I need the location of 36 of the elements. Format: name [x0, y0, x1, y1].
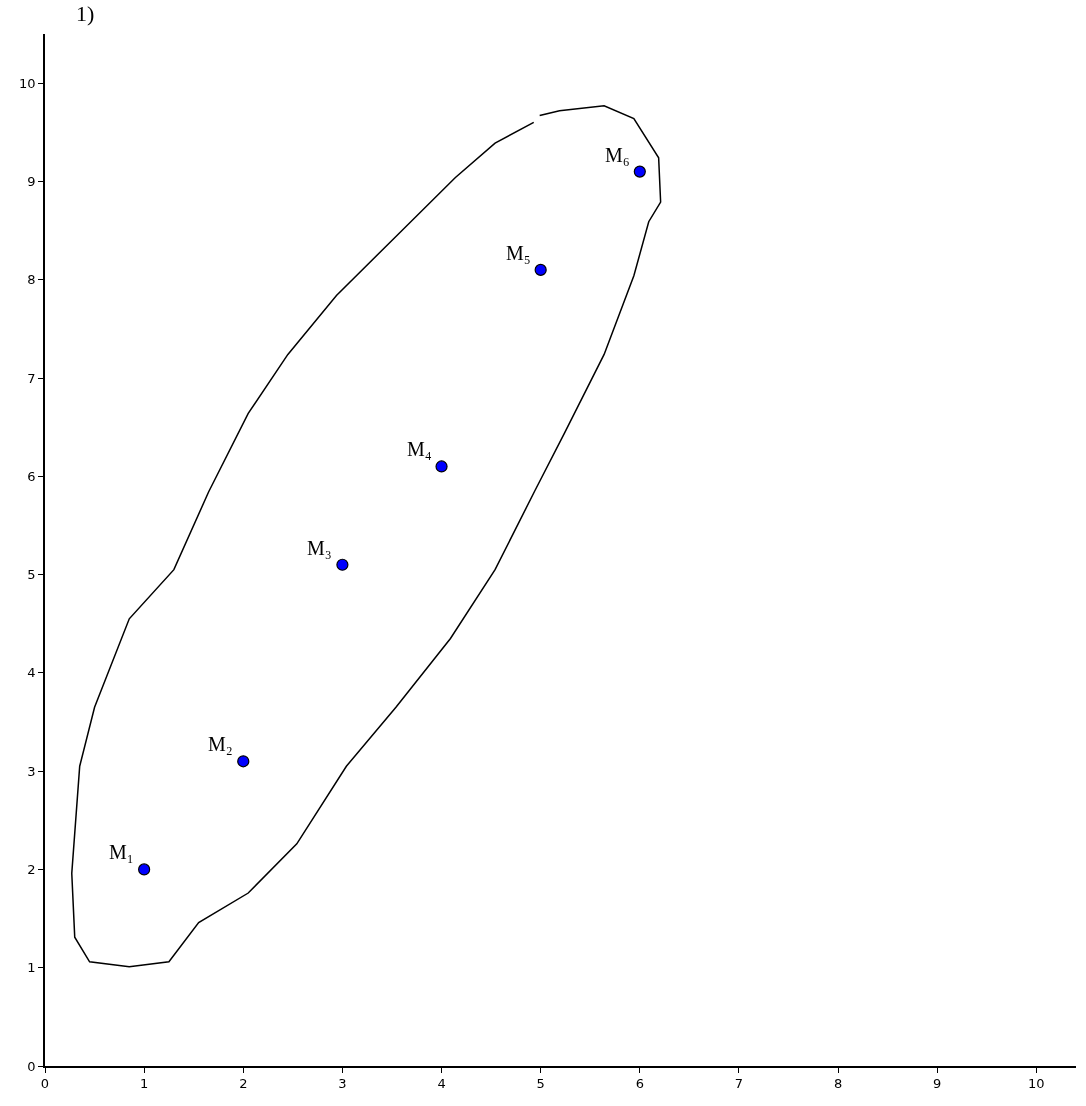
annotation: M₁ — [109, 841, 134, 863]
annotation: M₄ — [407, 438, 432, 460]
annotation: M₆ — [605, 144, 630, 166]
y-tick-label: 6 — [27, 468, 36, 484]
x-tick-label: 7 — [734, 1076, 744, 1092]
x-tick-label: 6 — [635, 1076, 644, 1092]
y-tick-label: 0 — [27, 1058, 36, 1074]
x-tick-label: 9 — [933, 1076, 942, 1092]
annotation: M₃ — [307, 537, 332, 559]
x-tick-label: 5 — [536, 1076, 545, 1092]
point — [633, 165, 646, 178]
y-tick-label: 9 — [27, 173, 36, 189]
y-tick-label: 1 — [27, 960, 36, 976]
point — [435, 460, 448, 473]
x-tick-label: 0 — [40, 1076, 50, 1092]
y-tick-label: 10 — [19, 75, 36, 91]
y-tick-label: 5 — [27, 567, 36, 583]
x-tick-label: 8 — [833, 1076, 843, 1092]
x-tick-label: 10 — [1028, 1076, 1045, 1092]
x-tick-label: 2 — [239, 1076, 248, 1092]
chart-title: 1) — [76, 0, 95, 26]
x-tick-label: 1 — [139, 1076, 149, 1092]
annotation: M₂ — [208, 733, 233, 755]
y-tick-label: 8 — [27, 272, 36, 288]
point — [138, 863, 151, 876]
point — [534, 263, 547, 276]
x-tick-label: 4 — [437, 1076, 446, 1092]
y-tick-label: 3 — [27, 763, 36, 779]
annotation: M₅ — [506, 242, 531, 264]
point — [336, 558, 349, 571]
y-tick-label: 7 — [27, 370, 36, 386]
y-tick-label: 2 — [27, 861, 36, 877]
y-tick-label: 4 — [27, 665, 36, 681]
line-series — [71, 105, 662, 968]
x-tick-label: 3 — [338, 1076, 347, 1092]
point — [237, 755, 250, 768]
